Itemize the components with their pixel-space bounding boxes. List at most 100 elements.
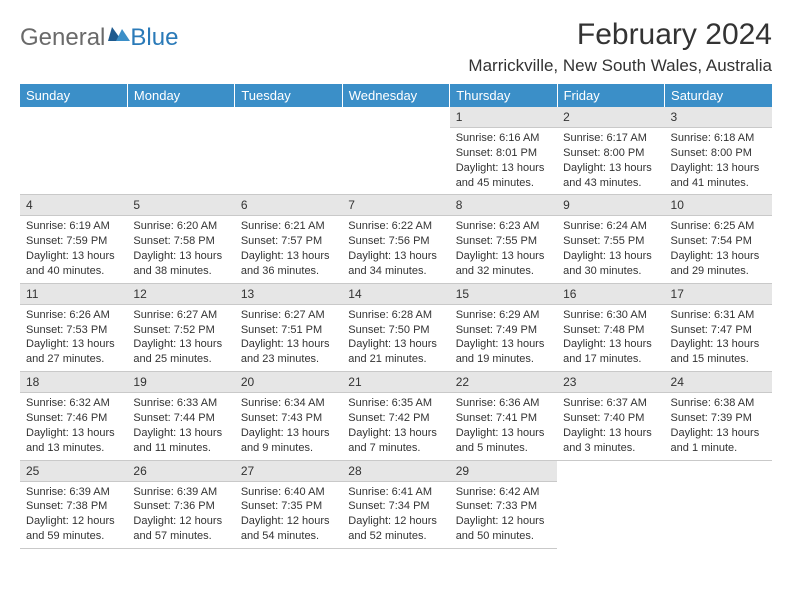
sunset-line: Sunset: 7:51 PM [241, 323, 336, 338]
weekday-header: Saturday [665, 84, 772, 107]
calendar-cell: 9Sunrise: 6:24 AMSunset: 7:55 PMDaylight… [557, 195, 664, 283]
weekday-header: Friday [557, 84, 664, 107]
sunrise-line: Sunrise: 6:39 AM [133, 485, 228, 500]
weekday-header: Sunday [20, 84, 127, 107]
daylight-line: Daylight: 13 hours and 43 minutes. [563, 161, 658, 191]
sunset-line: Sunset: 7:38 PM [26, 499, 121, 514]
calendar-row: 11Sunrise: 6:26 AMSunset: 7:53 PMDayligh… [20, 283, 772, 371]
day-number: 1 [450, 107, 557, 128]
sunrise-line: Sunrise: 6:21 AM [241, 219, 336, 234]
calendar-row: 18Sunrise: 6:32 AMSunset: 7:46 PMDayligh… [20, 372, 772, 460]
daylight-line: Daylight: 12 hours and 50 minutes. [456, 514, 551, 544]
sunrise-line: Sunrise: 6:27 AM [241, 308, 336, 323]
daylight-line: Daylight: 13 hours and 40 minutes. [26, 249, 121, 279]
day-number: 21 [342, 372, 449, 393]
calendar-cell: 13Sunrise: 6:27 AMSunset: 7:51 PMDayligh… [235, 283, 342, 371]
calendar-cell: 11Sunrise: 6:26 AMSunset: 7:53 PMDayligh… [20, 283, 127, 371]
sunset-line: Sunset: 7:53 PM [26, 323, 121, 338]
daylight-line: Daylight: 13 hours and 5 minutes. [456, 426, 551, 456]
day-number: 12 [127, 284, 234, 305]
sunrise-line: Sunrise: 6:30 AM [563, 308, 658, 323]
calendar-cell: 18Sunrise: 6:32 AMSunset: 7:46 PMDayligh… [20, 372, 127, 460]
calendar-cell: 24Sunrise: 6:38 AMSunset: 7:39 PMDayligh… [665, 372, 772, 460]
calendar-cell: 21Sunrise: 6:35 AMSunset: 7:42 PMDayligh… [342, 372, 449, 460]
day-number: 3 [665, 107, 772, 128]
day-number: 24 [665, 372, 772, 393]
logo: General Blue [20, 24, 178, 52]
day-details: Sunrise: 6:27 AMSunset: 7:51 PMDaylight:… [235, 305, 342, 371]
day-number: 22 [450, 372, 557, 393]
weekday-header: Tuesday [235, 84, 342, 107]
calendar-cell [235, 107, 342, 195]
sunrise-line: Sunrise: 6:20 AM [133, 219, 228, 234]
calendar-cell [665, 460, 772, 548]
sunrise-line: Sunrise: 6:26 AM [26, 308, 121, 323]
daylight-line: Daylight: 13 hours and 13 minutes. [26, 426, 121, 456]
day-details: Sunrise: 6:24 AMSunset: 7:55 PMDaylight:… [557, 216, 664, 282]
calendar-cell: 23Sunrise: 6:37 AMSunset: 7:40 PMDayligh… [557, 372, 664, 460]
sunset-line: Sunset: 7:42 PM [348, 411, 443, 426]
day-number: 2 [557, 107, 664, 128]
weekday-header: Thursday [450, 84, 557, 107]
daylight-line: Daylight: 13 hours and 1 minute. [671, 426, 766, 456]
calendar-cell [342, 107, 449, 195]
day-number: 17 [665, 284, 772, 305]
day-number: 18 [20, 372, 127, 393]
day-number: 10 [665, 195, 772, 216]
daylight-line: Daylight: 13 hours and 45 minutes. [456, 161, 551, 191]
day-details: Sunrise: 6:23 AMSunset: 7:55 PMDaylight:… [450, 216, 557, 282]
day-details: Sunrise: 6:16 AMSunset: 8:01 PMDaylight:… [450, 128, 557, 194]
daylight-line: Daylight: 13 hours and 34 minutes. [348, 249, 443, 279]
day-details: Sunrise: 6:27 AMSunset: 7:52 PMDaylight:… [127, 305, 234, 371]
day-number: 11 [20, 284, 127, 305]
sunset-line: Sunset: 7:41 PM [456, 411, 551, 426]
daylight-line: Daylight: 13 hours and 19 minutes. [456, 337, 551, 367]
day-number: 13 [235, 284, 342, 305]
sunrise-line: Sunrise: 6:38 AM [671, 396, 766, 411]
day-details: Sunrise: 6:37 AMSunset: 7:40 PMDaylight:… [557, 393, 664, 459]
sunrise-line: Sunrise: 6:29 AM [456, 308, 551, 323]
calendar-cell: 2Sunrise: 6:17 AMSunset: 8:00 PMDaylight… [557, 107, 664, 195]
day-details: Sunrise: 6:25 AMSunset: 7:54 PMDaylight:… [665, 216, 772, 282]
daylight-line: Daylight: 13 hours and 9 minutes. [241, 426, 336, 456]
sunset-line: Sunset: 7:43 PM [241, 411, 336, 426]
daylight-line: Daylight: 13 hours and 11 minutes. [133, 426, 228, 456]
day-details: Sunrise: 6:26 AMSunset: 7:53 PMDaylight:… [20, 305, 127, 371]
calendar-cell: 8Sunrise: 6:23 AMSunset: 7:55 PMDaylight… [450, 195, 557, 283]
day-details: Sunrise: 6:35 AMSunset: 7:42 PMDaylight:… [342, 393, 449, 459]
day-number: 4 [20, 195, 127, 216]
sunset-line: Sunset: 7:47 PM [671, 323, 766, 338]
day-details: Sunrise: 6:22 AMSunset: 7:56 PMDaylight:… [342, 216, 449, 282]
sunset-line: Sunset: 7:34 PM [348, 499, 443, 514]
day-number: 5 [127, 195, 234, 216]
weekday-header: Monday [127, 84, 234, 107]
day-details: Sunrise: 6:32 AMSunset: 7:46 PMDaylight:… [20, 393, 127, 459]
sunrise-line: Sunrise: 6:32 AM [26, 396, 121, 411]
sunrise-line: Sunrise: 6:22 AM [348, 219, 443, 234]
sunrise-line: Sunrise: 6:37 AM [563, 396, 658, 411]
day-details: Sunrise: 6:28 AMSunset: 7:50 PMDaylight:… [342, 305, 449, 371]
calendar-cell: 20Sunrise: 6:34 AMSunset: 7:43 PMDayligh… [235, 372, 342, 460]
sunrise-line: Sunrise: 6:34 AM [241, 396, 336, 411]
calendar-cell: 16Sunrise: 6:30 AMSunset: 7:48 PMDayligh… [557, 283, 664, 371]
calendar-cell: 25Sunrise: 6:39 AMSunset: 7:38 PMDayligh… [20, 460, 127, 548]
day-details: Sunrise: 6:36 AMSunset: 7:41 PMDaylight:… [450, 393, 557, 459]
sunset-line: Sunset: 7:35 PM [241, 499, 336, 514]
title-block: February 2024 Marrickville, New South Wa… [468, 18, 772, 76]
sunset-line: Sunset: 8:01 PM [456, 146, 551, 161]
calendar-cell: 7Sunrise: 6:22 AMSunset: 7:56 PMDaylight… [342, 195, 449, 283]
day-details: Sunrise: 6:33 AMSunset: 7:44 PMDaylight:… [127, 393, 234, 459]
day-details: Sunrise: 6:30 AMSunset: 7:48 PMDaylight:… [557, 305, 664, 371]
day-number: 16 [557, 284, 664, 305]
day-number: 7 [342, 195, 449, 216]
day-details: Sunrise: 6:38 AMSunset: 7:39 PMDaylight:… [665, 393, 772, 459]
calendar-cell: 15Sunrise: 6:29 AMSunset: 7:49 PMDayligh… [450, 283, 557, 371]
daylight-line: Daylight: 13 hours and 7 minutes. [348, 426, 443, 456]
sunset-line: Sunset: 7:52 PM [133, 323, 228, 338]
sunset-line: Sunset: 7:49 PM [456, 323, 551, 338]
day-number: 14 [342, 284, 449, 305]
day-number: 23 [557, 372, 664, 393]
sunset-line: Sunset: 7:40 PM [563, 411, 658, 426]
sunset-line: Sunset: 7:55 PM [563, 234, 658, 249]
sunrise-line: Sunrise: 6:28 AM [348, 308, 443, 323]
